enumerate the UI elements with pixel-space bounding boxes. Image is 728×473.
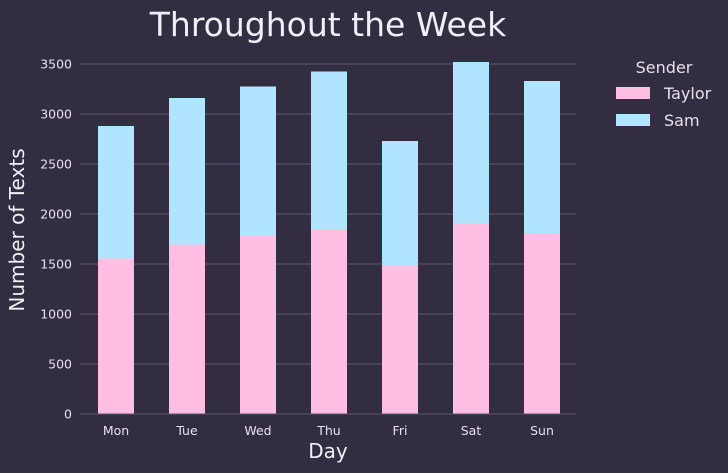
x-tick-label: Wed — [244, 423, 271, 438]
y-tick-label: 2000 — [40, 207, 72, 222]
bar-sam-thu — [311, 71, 347, 229]
bar-taylor-sun — [524, 234, 560, 414]
bar-taylor-thu — [311, 229, 347, 414]
y-tick-label: 3000 — [40, 107, 72, 122]
bar-sam-wed — [240, 86, 276, 236]
legend-label-sam: Sam — [664, 111, 700, 130]
y-tick-labels: 0 500 1000 1500 2000 2500 3000 3500 — [40, 57, 72, 422]
y-tick-label: 2500 — [40, 157, 72, 172]
legend-swatch-sam — [616, 114, 650, 126]
y-tick-label: 0 — [64, 407, 72, 422]
bars — [98, 62, 560, 414]
x-tick-label: Mon — [103, 423, 129, 438]
x-tick-label: Fri — [393, 423, 408, 438]
x-tick-label: Tue — [175, 423, 198, 438]
x-tick-labels: Mon Tue Wed Thu Fri Sat Sun — [103, 423, 554, 438]
y-axis-label: Number of Texts — [5, 148, 29, 311]
bar-sam-tue — [169, 98, 205, 245]
legend-swatch-taylor — [616, 87, 650, 99]
bar-sam-mon — [98, 126, 134, 259]
x-axis-label: Day — [308, 439, 348, 463]
bar-sam-sat — [453, 62, 489, 224]
bar-taylor-fri — [382, 265, 418, 414]
x-tick-label: Thu — [316, 423, 340, 438]
bar-sam-sun — [524, 81, 560, 234]
y-tick-label: 1000 — [40, 307, 72, 322]
bar-taylor-tue — [169, 244, 205, 414]
x-tick-label: Sat — [461, 423, 482, 438]
y-tick-label: 500 — [48, 357, 72, 372]
chart-title: Throughout the Week — [149, 5, 507, 44]
x-tick-label: Sun — [530, 423, 554, 438]
legend: Sender Taylor Sam — [616, 58, 712, 130]
bar-taylor-wed — [240, 235, 276, 414]
y-tick-label: 3500 — [40, 57, 72, 72]
legend-title: Sender — [636, 58, 693, 77]
y-tick-label: 1500 — [40, 257, 72, 272]
bar-taylor-mon — [98, 258, 134, 414]
bar-sam-fri — [382, 141, 418, 266]
legend-label-taylor: Taylor — [663, 84, 712, 103]
bar-taylor-sat — [453, 223, 489, 414]
